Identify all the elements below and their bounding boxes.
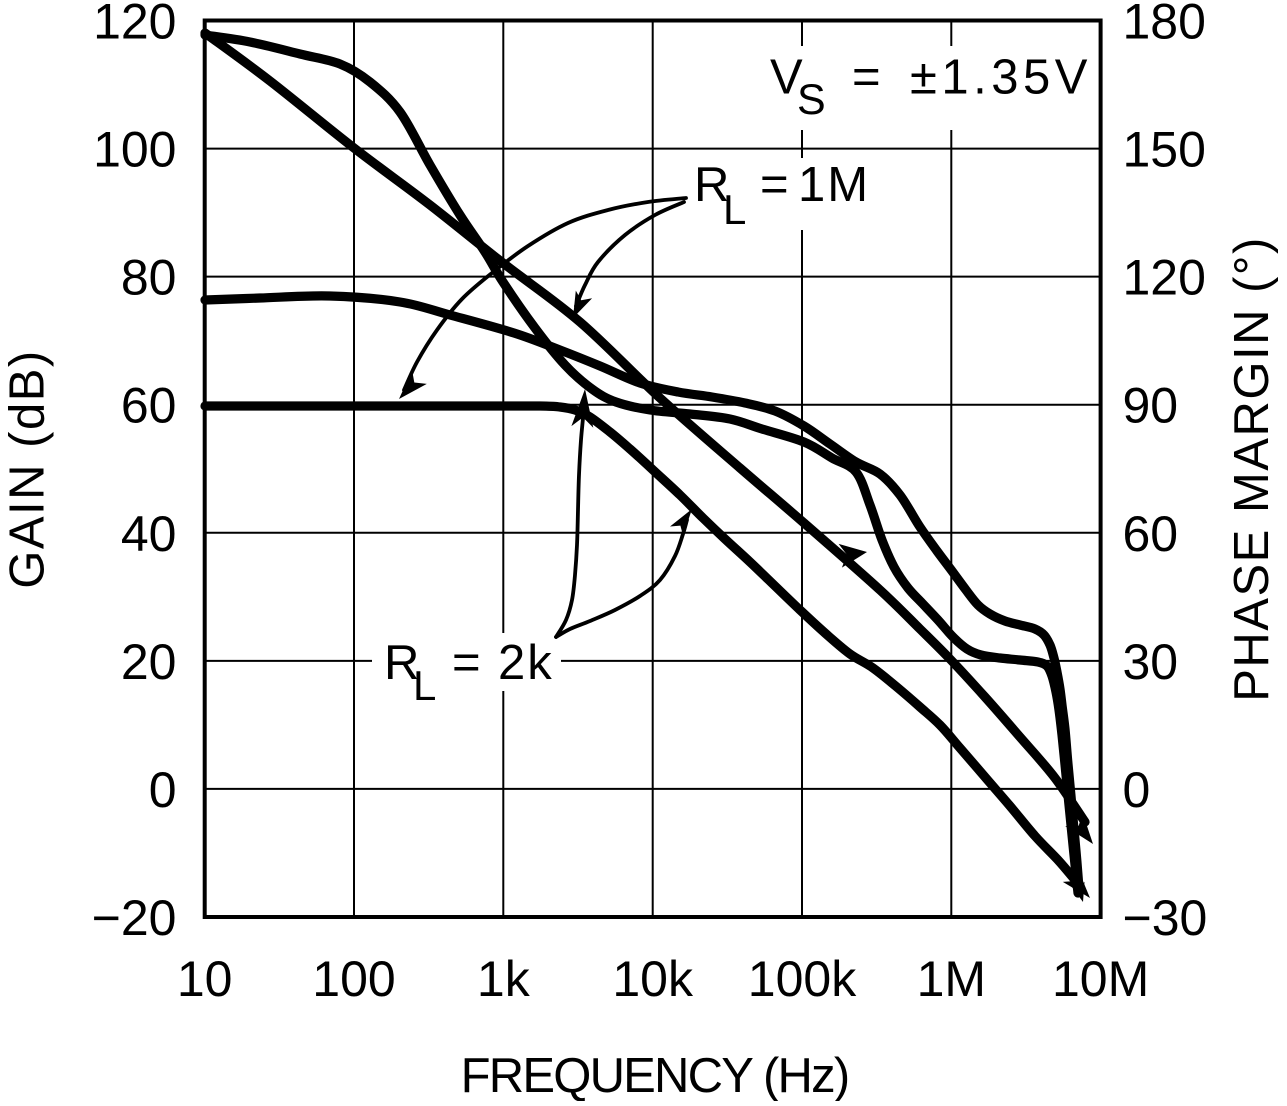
svg-text:GAIN (dB): GAIN (dB) xyxy=(1,349,55,588)
svg-text:30: 30 xyxy=(1123,634,1179,690)
svg-text:90: 90 xyxy=(1123,378,1179,434)
svg-text:60: 60 xyxy=(121,378,177,434)
svg-text:1k: 1k xyxy=(477,951,531,1007)
svg-text:180: 180 xyxy=(1123,0,1206,50)
svg-text:120: 120 xyxy=(1123,250,1206,306)
svg-text:−20: −20 xyxy=(92,890,177,946)
svg-text:1M: 1M xyxy=(798,158,870,212)
svg-text:PHASE MARGIN (°): PHASE MARGIN (°) xyxy=(1225,236,1279,702)
svg-text:40: 40 xyxy=(121,506,177,562)
svg-text:0: 0 xyxy=(1123,762,1151,818)
svg-text:10M: 10M xyxy=(1052,951,1149,1007)
svg-text:−30: −30 xyxy=(1123,890,1208,946)
svg-text:=: = xyxy=(852,51,881,105)
svg-text:±1.35V: ±1.35V xyxy=(910,51,1092,105)
svg-text:10: 10 xyxy=(177,951,233,1007)
svg-text:=: = xyxy=(760,158,789,212)
svg-text:100: 100 xyxy=(312,951,395,1007)
svg-text:10k: 10k xyxy=(612,951,694,1007)
svg-text:=: = xyxy=(452,636,481,690)
svg-text:20: 20 xyxy=(121,634,177,690)
svg-text:80: 80 xyxy=(121,250,177,306)
svg-text:100k: 100k xyxy=(748,951,857,1007)
svg-text:60: 60 xyxy=(1123,506,1179,562)
svg-text:100: 100 xyxy=(93,122,176,178)
svg-text:S: S xyxy=(797,76,826,124)
svg-text:L: L xyxy=(723,186,746,233)
svg-text:FREQUENCY (Hz): FREQUENCY (Hz) xyxy=(461,1049,849,1101)
svg-text:L: L xyxy=(413,662,436,709)
svg-text:1M: 1M xyxy=(917,951,986,1007)
svg-text:R: R xyxy=(384,636,419,690)
svg-text:120: 120 xyxy=(93,0,176,50)
svg-text:V: V xyxy=(770,51,803,105)
svg-text:R: R xyxy=(694,158,729,212)
svg-text:2k: 2k xyxy=(498,636,554,690)
svg-text:0: 0 xyxy=(149,762,177,818)
svg-text:150: 150 xyxy=(1123,122,1206,178)
